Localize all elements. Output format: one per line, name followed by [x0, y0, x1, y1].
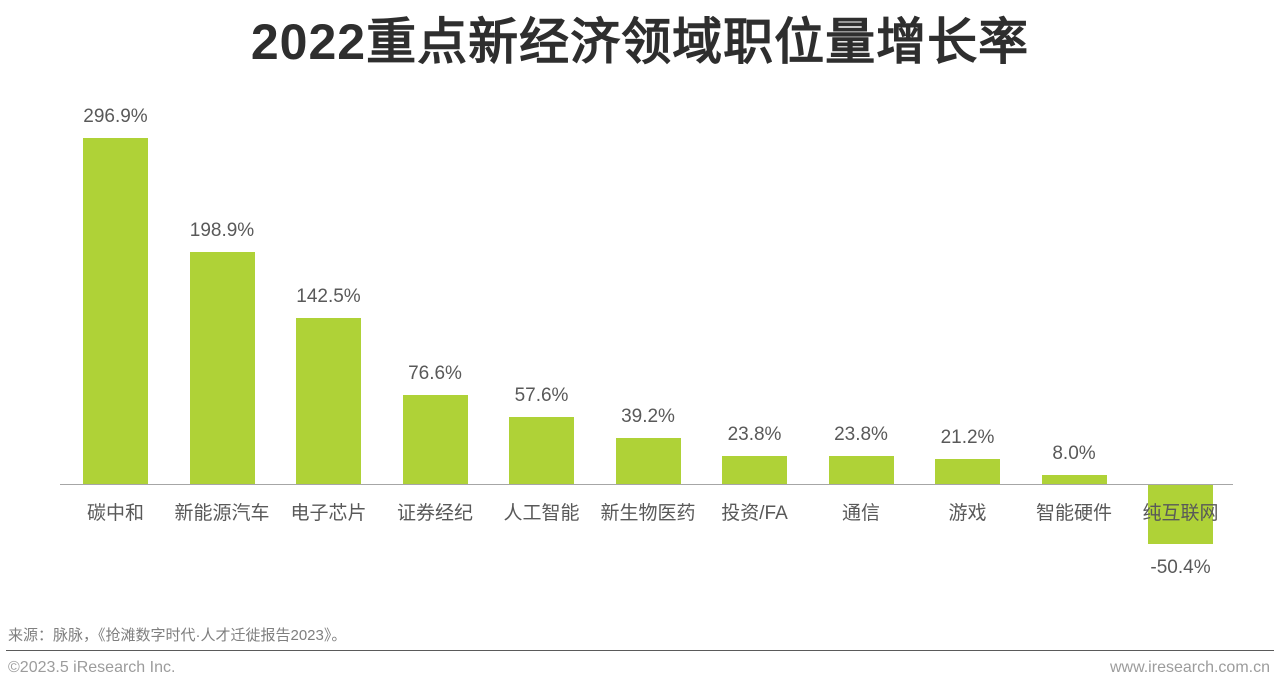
bar-value-label: -50.4%: [1150, 557, 1211, 578]
bar-value-label: 57.6%: [514, 385, 569, 406]
bar-value-label: 23.8%: [727, 424, 782, 445]
bar-value-label: 21.2%: [940, 427, 995, 448]
bar-value-label: 142.5%: [296, 286, 361, 307]
chart-title: 2022重点新经济领域职位量增长率: [250, 14, 1030, 70]
bar-category-label: 通信: [841, 503, 880, 524]
bar-category-label: 游戏: [948, 503, 987, 524]
bar-category-label: 纯互联网: [1142, 503, 1219, 524]
bar: [1148, 485, 1213, 544]
bar-category-label: 智能硬件: [1035, 503, 1112, 524]
bar-value-label: 8.0%: [1052, 443, 1096, 464]
bar: [828, 456, 894, 484]
source-note: 来源：脉脉，《抢滩数字时代·人才迁徙报告2023》。: [8, 627, 347, 644]
bar: [509, 417, 574, 484]
bar-category-label: 新生物医药: [600, 503, 696, 524]
bar: [615, 438, 681, 484]
footer-copyright: ©2023.5 iResearch Inc.: [8, 659, 176, 676]
bar: [189, 252, 255, 484]
bar-value-label: 39.2%: [621, 406, 675, 427]
bar: [722, 456, 787, 484]
bar-value-label: 76.6%: [408, 363, 462, 384]
bar-category-label: 投资/FA: [721, 503, 788, 524]
bar: [1041, 475, 1107, 484]
footer-website: www.iresearch.com.cn: [1109, 659, 1270, 676]
bar-category-label: 碳中和: [86, 503, 144, 524]
bar-category-label: 人工智能: [503, 503, 580, 524]
bar: [83, 138, 148, 484]
bar: [935, 459, 1000, 484]
bar-category-label: 证券经纪: [396, 503, 473, 524]
bar: [296, 318, 361, 484]
bar-category-label: 新能源汽车: [174, 503, 270, 524]
bar-value-label: 296.9%: [83, 106, 148, 127]
bar: [402, 395, 468, 484]
footer-divider: [6, 650, 1274, 651]
bar-value-label: 198.9%: [189, 220, 255, 241]
bar-category-label: 电子芯片: [290, 503, 367, 524]
x-axis-line: [60, 484, 1233, 485]
bar-value-label: 23.8%: [834, 424, 888, 445]
